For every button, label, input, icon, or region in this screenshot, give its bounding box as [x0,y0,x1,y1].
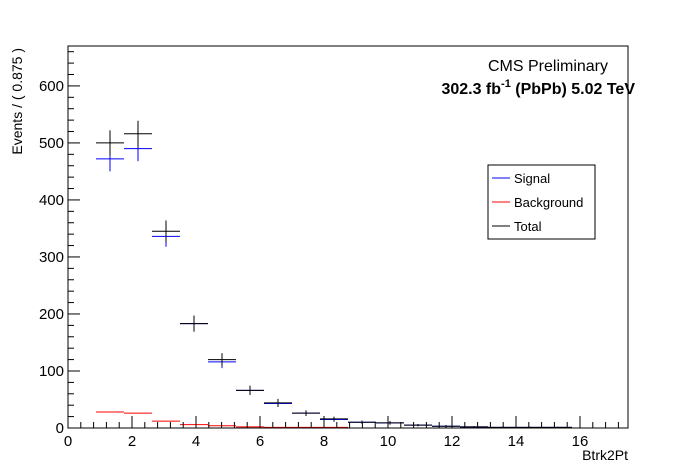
x-tick-label: 2 [128,433,136,450]
x-tick-label: 4 [192,433,200,450]
legend-background-label: Background [514,195,583,210]
y-axis-label: Events / ( 0.875 ) [9,48,25,155]
x-tick-label: 8 [320,433,328,450]
total-point [236,385,264,395]
total-point [432,425,460,428]
legend-total-label: Total [514,219,542,234]
total-point [264,398,292,407]
x-tick-label: 6 [256,433,264,450]
y-tick-label: 600 [39,78,64,95]
total-point [152,220,180,243]
x-tick-label: 14 [508,433,525,450]
x-tick-label: 16 [572,433,589,450]
total-point [124,120,152,147]
x-tick-label: 10 [380,433,397,450]
y-tick-label: 100 [39,363,64,380]
total-point [404,424,432,427]
luminosity-suffix: (PbPb) 5.02 TeV [511,81,636,98]
luminosity-superscript: -1 [501,78,511,90]
total-point [208,353,236,366]
y-tick-label: 0 [56,420,64,437]
luminosity-prefix: 302.3 fb [441,81,501,98]
plot-area [96,120,628,429]
plot-frame [67,45,629,429]
legend: Signal Background Total [487,164,596,240]
luminosity-label: 302.3 fb-1 (PbPb) 5.02 TeV [441,78,635,98]
y-tick-label: 500 [39,135,64,152]
cms-preliminary-label: CMS Preliminary [488,58,608,75]
y-tick-label: 200 [39,306,64,323]
total-point [180,315,208,332]
total-point [376,421,404,425]
x-tick-label: 0 [64,433,72,450]
total-point [460,426,488,428]
x-axis-label: Btrk2Pt [582,447,628,463]
total-point [96,130,124,156]
total-point [320,416,348,422]
x-tick-label: 12 [444,433,461,450]
total-point [292,410,320,417]
y-tick-label: 400 [39,192,64,209]
legend-signal-label: Signal [514,171,550,186]
y-tick-label: 300 [39,249,64,266]
axes: 0 2 4 6 8 10 12 14 16 0 100 200 300 400 500 600 [39,45,629,450]
